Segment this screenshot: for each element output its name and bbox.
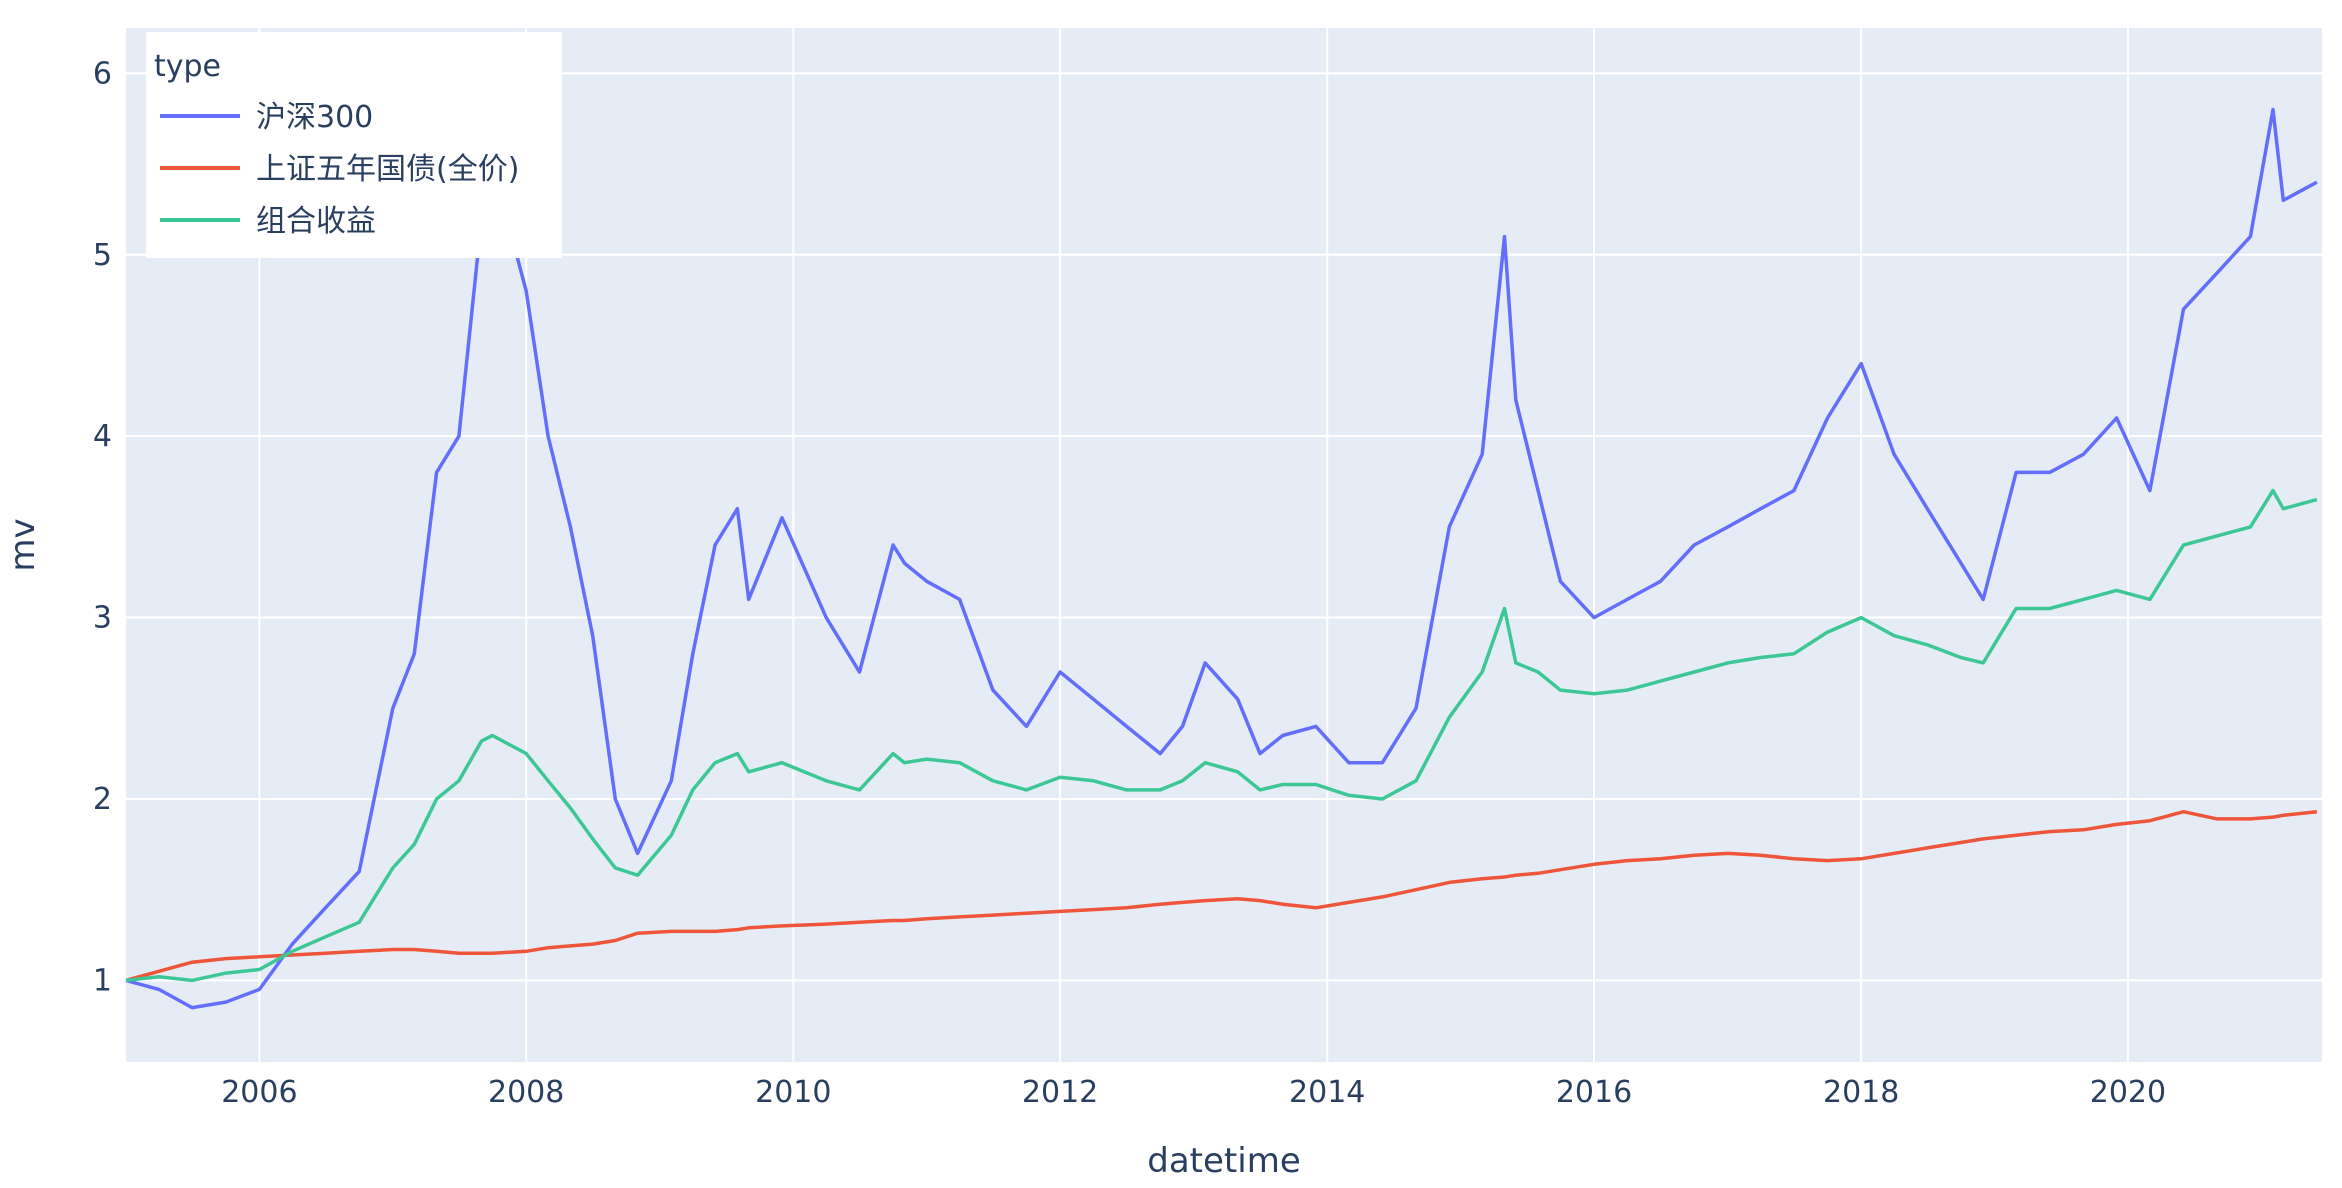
legend-label-portfolio: 组合收益: [256, 204, 376, 239]
y-tick-label: 2: [93, 782, 112, 817]
y-tick-label: 3: [93, 601, 112, 636]
x-tick-label: 2014: [1289, 1075, 1365, 1110]
x-axis-title: datetime: [1147, 1141, 1300, 1181]
legend-label-bond: 上证五年国债(全价): [256, 152, 519, 187]
x-tick-label: 2006: [221, 1075, 297, 1110]
series-line-portfolio: [125, 488, 2318, 983]
y-tick-label: 1: [93, 963, 112, 998]
y-tick-label: 4: [93, 419, 112, 454]
legend: type 沪深300 上证五年国债(全价) 组合收益: [146, 32, 562, 258]
y-tick-label: 5: [93, 238, 112, 273]
y-tick-label: 6: [93, 56, 112, 91]
x-tick-label: 2020: [2090, 1075, 2166, 1110]
x-tick-label: 2016: [1556, 1075, 1632, 1110]
x-axis-ticks: 2006 2008 2010 2012 2014 2016 2018 2020: [221, 1075, 2166, 1110]
x-tick-label: 2018: [1823, 1075, 1899, 1110]
series-line-bond: [125, 809, 2318, 983]
x-tick-label: 2010: [755, 1075, 831, 1110]
legend-title: type: [154, 49, 221, 84]
y-axis-title: mv: [3, 518, 43, 571]
x-tick-label: 2012: [1022, 1075, 1098, 1110]
y-axis-ticks: 1 2 3 4 5 6: [93, 56, 112, 998]
x-tick-label: 2008: [488, 1075, 564, 1110]
legend-label-hs300: 沪深300: [256, 100, 373, 135]
